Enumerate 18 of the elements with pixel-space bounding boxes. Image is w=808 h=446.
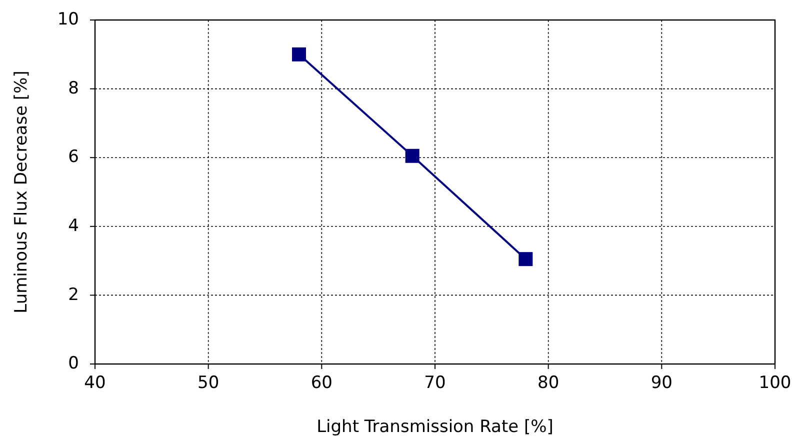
point [292,47,306,62]
x-tick-label: 40 [84,373,106,393]
point [518,252,533,266]
y-tick-label: 10 [57,10,79,30]
y-tick-label: 0 [68,354,79,374]
x-tick-label: 60 [310,373,332,393]
x-tick-label: 70 [424,373,446,393]
x-tick-label: 50 [198,373,220,393]
point [405,148,420,163]
x-tick-label: 100 [758,373,792,393]
y-tick-label: 4 [68,216,79,236]
y-tick-label: 8 [68,78,79,98]
x-tick-label: 90 [650,373,672,393]
x-tick-label: 80 [538,373,560,393]
x-axis-title: Light Transmission Rate [%] [316,417,554,437]
y-axis-title: Luminous Flux Decrease [%] [12,70,32,314]
y-tick-label: 2 [68,284,79,305]
y-tick-label: 6 [68,147,79,168]
